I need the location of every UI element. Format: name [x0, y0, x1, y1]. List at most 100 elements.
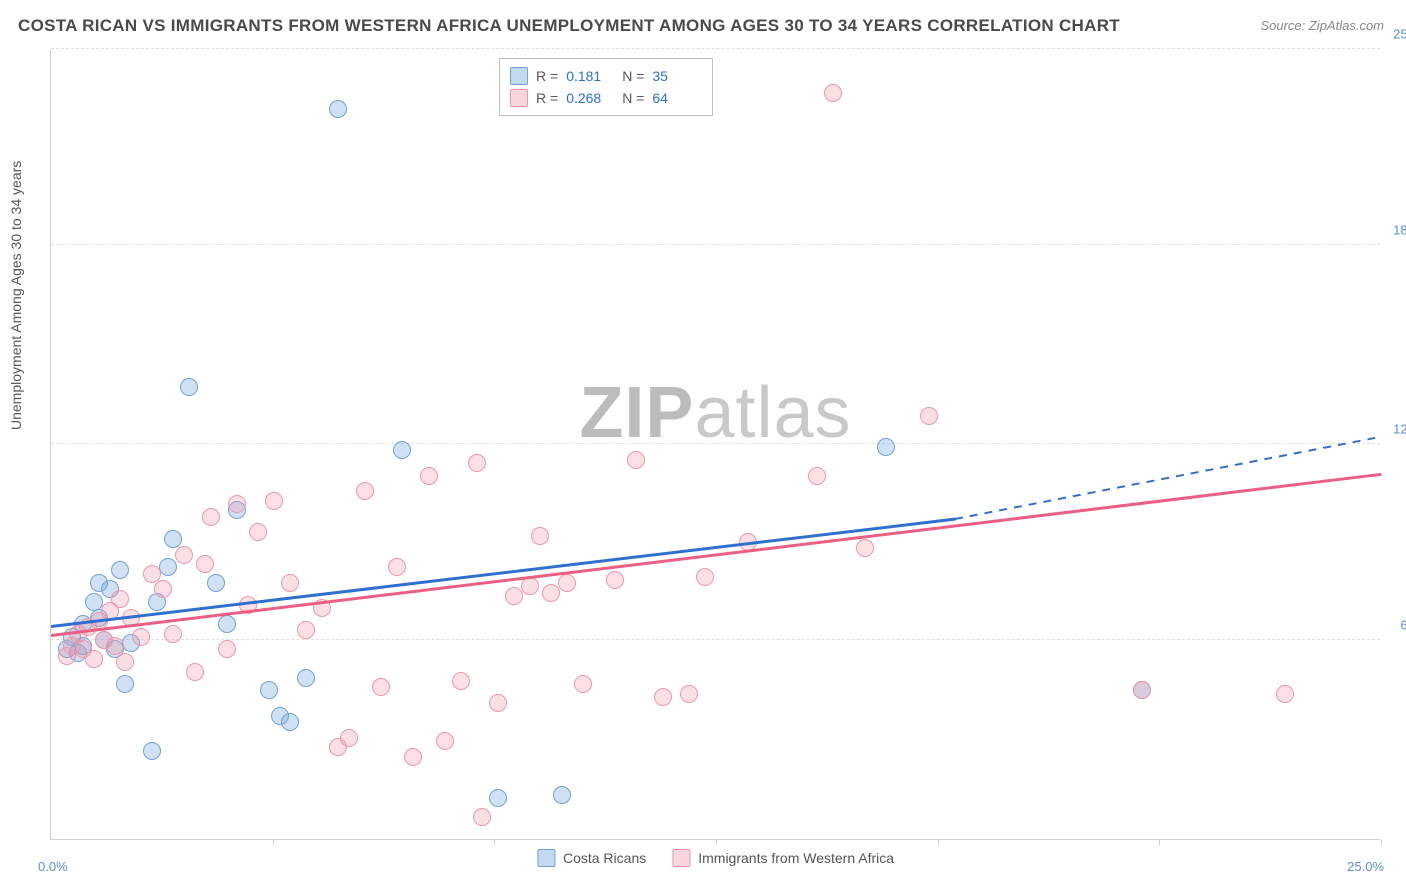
scatter-point — [329, 100, 347, 118]
y-tick-label: 6.3% — [1384, 617, 1406, 632]
legend-item: Immigrants from Western Africa — [672, 849, 894, 867]
legend-swatch — [537, 849, 555, 867]
scatter-point — [654, 688, 672, 706]
gridline — [51, 443, 1380, 444]
legend-n-value: 64 — [652, 87, 700, 109]
source-label: Source: ZipAtlas.com — [1260, 18, 1384, 33]
scatter-point — [228, 495, 246, 513]
scatter-point — [558, 574, 576, 592]
scatter-point — [265, 492, 283, 510]
scatter-point — [85, 650, 103, 668]
watermark-light: atlas — [694, 373, 851, 453]
scatter-point — [680, 685, 698, 703]
scatter-point — [106, 637, 124, 655]
legend-r-label: R = — [536, 87, 558, 109]
scatter-point — [393, 441, 411, 459]
legend-swatch — [510, 89, 528, 107]
x-axis-min-label: 0.0% — [38, 859, 68, 874]
scatter-point — [196, 555, 214, 573]
scatter-point — [111, 590, 129, 608]
gridline — [51, 48, 1380, 49]
scatter-point — [606, 571, 624, 589]
scatter-point — [489, 694, 507, 712]
scatter-point — [877, 438, 895, 456]
scatter-point — [297, 669, 315, 687]
scatter-point — [116, 653, 134, 671]
scatter-point — [218, 615, 236, 633]
scatter-point — [340, 729, 358, 747]
scatter-point — [531, 527, 549, 545]
scatter-point — [696, 568, 714, 586]
scatter-point — [553, 786, 571, 804]
legend-n-value: 35 — [652, 65, 700, 87]
scatter-point — [143, 565, 161, 583]
legend-item: Costa Ricans — [537, 849, 646, 867]
legend-series: Costa Ricans Immigrants from Western Afri… — [537, 849, 894, 867]
scatter-point — [164, 625, 182, 643]
x-axis-max-label: 25.0% — [1347, 859, 1384, 874]
scatter-point — [452, 672, 470, 690]
scatter-point — [111, 561, 129, 579]
scatter-point — [468, 454, 486, 472]
scatter-point — [218, 640, 236, 658]
legend-row: R = 0.181 N = 35 — [510, 65, 700, 87]
scatter-point — [420, 467, 438, 485]
scatter-point — [521, 577, 539, 595]
trend-line — [51, 517, 956, 627]
scatter-point — [132, 628, 150, 646]
legend-row: R =0.268N =64 — [510, 87, 700, 109]
y-tick-label: 25.0% — [1384, 27, 1406, 42]
scatter-point — [1133, 681, 1151, 699]
trend-line — [51, 473, 1381, 637]
watermark: ZIPatlas — [579, 372, 851, 454]
x-tick — [1159, 839, 1160, 845]
scatter-point — [154, 580, 172, 598]
scatter-point — [175, 546, 193, 564]
legend-n-label: N = — [622, 65, 644, 87]
scatter-point — [824, 84, 842, 102]
watermark-bold: ZIP — [579, 373, 694, 453]
scatter-point — [297, 621, 315, 639]
legend-label: Immigrants from Western Africa — [698, 850, 894, 866]
scatter-point — [489, 789, 507, 807]
scatter-point — [808, 467, 826, 485]
scatter-point — [202, 508, 220, 526]
scatter-point — [356, 482, 374, 500]
scatter-point — [920, 407, 938, 425]
gridline — [51, 639, 1380, 640]
gridline — [51, 244, 1380, 245]
scatter-point — [856, 539, 874, 557]
chart-area: ZIPatlas R =0.181N =35R =0.268N =64 Cost… — [50, 50, 1380, 840]
trend-line — [955, 436, 1381, 520]
x-tick — [1381, 839, 1382, 845]
x-tick — [494, 839, 495, 845]
y-axis-label: Unemployment Among Ages 30 to 34 years — [8, 161, 24, 430]
scatter-point — [281, 713, 299, 731]
scatter-point — [186, 663, 204, 681]
legend-label: Costa Ricans — [563, 850, 646, 866]
scatter-point — [159, 558, 177, 576]
scatter-point — [143, 742, 161, 760]
scatter-point — [574, 675, 592, 693]
y-tick-label: 18.8% — [1384, 222, 1406, 237]
scatter-point — [404, 748, 422, 766]
legend-r-label: R = — [536, 65, 558, 87]
scatter-point — [372, 678, 390, 696]
scatter-point — [473, 808, 491, 826]
legend-correlation: R =0.181N =35R =0.268N =64 — [499, 58, 713, 116]
scatter-point — [249, 523, 267, 541]
legend-n-label: N = — [622, 87, 644, 109]
scatter-point — [505, 587, 523, 605]
scatter-point — [436, 732, 454, 750]
legend-swatch — [672, 849, 690, 867]
chart-title: COSTA RICAN VS IMMIGRANTS FROM WESTERN A… — [18, 16, 1120, 36]
scatter-point — [1276, 685, 1294, 703]
scatter-point — [542, 584, 560, 602]
scatter-point — [207, 574, 225, 592]
scatter-point — [116, 675, 134, 693]
scatter-point — [627, 451, 645, 469]
scatter-point — [180, 378, 198, 396]
scatter-point — [281, 574, 299, 592]
scatter-point — [260, 681, 278, 699]
legend-r-value: 0.181 — [566, 65, 614, 87]
